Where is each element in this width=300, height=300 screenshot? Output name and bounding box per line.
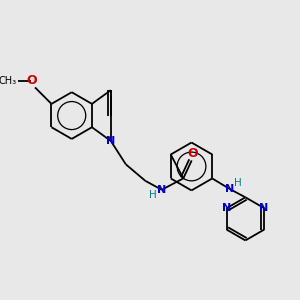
Text: H: H <box>234 178 242 188</box>
Text: N: N <box>225 184 234 194</box>
Text: N: N <box>106 136 116 146</box>
Text: O: O <box>26 74 37 87</box>
Text: N: N <box>222 203 231 213</box>
Text: N: N <box>157 185 167 195</box>
Text: H: H <box>149 190 157 200</box>
Text: CH₃: CH₃ <box>0 76 17 86</box>
Text: O: O <box>187 147 198 160</box>
Text: N: N <box>260 203 269 213</box>
